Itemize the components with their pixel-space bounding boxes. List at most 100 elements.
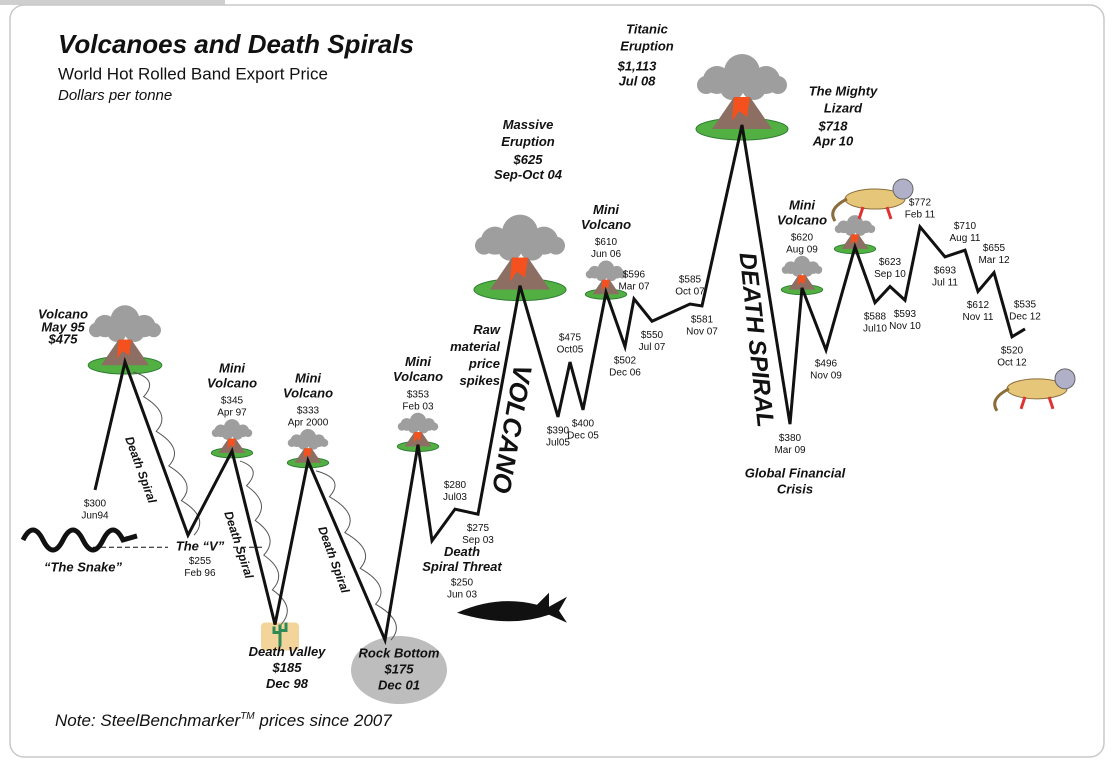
note-superscript: TM — [240, 711, 255, 722]
value-label: $275 — [467, 523, 490, 534]
date-label: Sep 03 — [462, 535, 494, 546]
lava — [732, 97, 750, 121]
cloud — [287, 438, 296, 447]
annotation: Eruption — [620, 38, 673, 53]
date-label: Apr 2000 — [288, 418, 329, 429]
date-label: Oct05 — [557, 345, 584, 356]
annotation: Raw — [473, 322, 501, 337]
annotation: Spiral Threat — [422, 559, 502, 574]
cloud — [769, 76, 787, 94]
date-label: Dec 12 — [1009, 312, 1041, 323]
value-label: $496 — [815, 359, 838, 370]
value-label: $710 — [954, 221, 977, 232]
value-label: $612 — [967, 300, 990, 311]
annotation: Massive — [503, 117, 554, 132]
cactus — [272, 622, 288, 647]
value-label: $693 — [934, 266, 957, 277]
cloud — [585, 270, 594, 279]
lava — [117, 339, 132, 359]
frame — [9, 4, 1105, 758]
annotation: The “V” — [176, 539, 225, 554]
value-label: $596 — [623, 270, 646, 281]
annotation: price — [468, 356, 500, 371]
value-label: $345 — [221, 396, 244, 407]
cloud — [802, 265, 813, 277]
date-label: Jul 11 — [932, 278, 958, 289]
value-label: $772 — [909, 197, 932, 208]
date-label: Dec 01 — [378, 677, 420, 692]
cloud — [867, 224, 876, 234]
value-label: $581 — [691, 315, 714, 326]
value-label: $475 — [559, 333, 582, 344]
cloud — [232, 429, 243, 440]
cloud — [244, 429, 253, 438]
cloud — [720, 76, 744, 100]
lizard-legs — [857, 206, 893, 220]
lava — [601, 279, 610, 291]
value-label: $550 — [641, 330, 664, 341]
lizard-legs — [1019, 396, 1055, 410]
cloud — [408, 422, 419, 434]
cloud — [107, 322, 127, 343]
value-label: $620 — [791, 233, 814, 244]
cloud — [475, 236, 493, 255]
cloud — [308, 438, 319, 450]
annotation: Volcano — [38, 306, 88, 321]
lizard-icon — [831, 178, 914, 222]
date-label: Jul05 — [546, 438, 570, 449]
date-label: May 95 — [41, 319, 85, 334]
cloud — [547, 236, 565, 255]
value-label: $502 — [614, 355, 637, 366]
annotation: spikes — [460, 373, 500, 388]
date-label: Jun 03 — [447, 589, 477, 600]
date-label: Oct 12 — [997, 357, 1027, 368]
spiral — [239, 460, 288, 625]
annotation: Volcano — [283, 385, 333, 400]
cloud — [618, 270, 627, 279]
note-text: Note: SteelBenchmarker — [55, 711, 242, 730]
annotation: Volcano — [581, 217, 631, 232]
chart-subtitle: World Hot Rolled Band Export Price — [58, 64, 328, 83]
date-label: Mar 12 — [978, 255, 1010, 266]
annotation: Lizard — [824, 100, 863, 115]
units-label: Dollars per tonne — [58, 87, 172, 104]
plot — [93, 124, 1026, 646]
date-label: Apr 10 — [812, 133, 854, 148]
decorations — [20, 54, 1076, 704]
value-label: $300 — [84, 499, 107, 510]
date-label: Jul 07 — [639, 342, 666, 353]
cloud — [855, 224, 866, 236]
date-label: Aug 11 — [950, 233, 981, 244]
value-label: $255 — [189, 556, 212, 567]
value-label: $535 — [1014, 300, 1037, 311]
value-label: $353 — [407, 389, 430, 400]
date-label: Dec 98 — [266, 676, 309, 691]
annotation: Death Valley — [249, 644, 327, 659]
volcano-icon — [473, 214, 567, 302]
cloud — [845, 224, 856, 236]
top-tab — [0, 0, 225, 5]
value-label: $400 — [572, 419, 595, 430]
value-label: $175 — [384, 661, 415, 676]
value-label: $250 — [451, 577, 474, 588]
annotation: Mini — [789, 197, 815, 212]
cloud — [814, 265, 823, 274]
annotation: Titanic — [626, 21, 668, 36]
date-label: Nov 09 — [810, 371, 842, 382]
volcano-icon — [695, 54, 789, 141]
annotation: The Mighty — [809, 83, 878, 98]
date-label: Oct 07 — [675, 287, 705, 298]
cloud — [146, 322, 161, 338]
cloud — [520, 236, 544, 261]
value-label: $185 — [272, 660, 303, 675]
lizard-head — [892, 178, 914, 200]
date-label: Dec 06 — [609, 367, 641, 378]
annotation: Mini — [219, 360, 245, 375]
annotation: Mini — [295, 370, 321, 385]
cloud — [211, 429, 220, 438]
date-label: Jul03 — [443, 492, 467, 503]
value-label: $655 — [983, 243, 1006, 254]
volcano-icon — [87, 305, 163, 375]
cloud — [792, 265, 803, 277]
